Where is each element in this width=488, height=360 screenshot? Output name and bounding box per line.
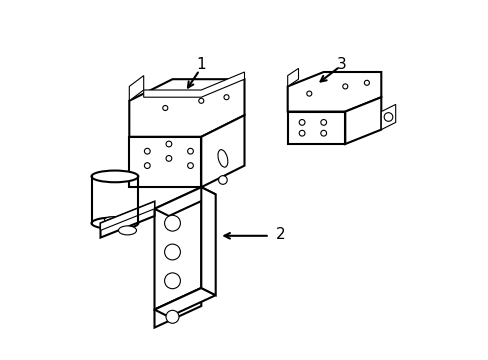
Text: 2: 2	[275, 226, 285, 242]
Polygon shape	[381, 104, 395, 130]
Circle shape	[163, 105, 167, 111]
Circle shape	[299, 130, 305, 136]
Polygon shape	[287, 68, 298, 86]
Circle shape	[299, 120, 305, 125]
Polygon shape	[129, 137, 201, 187]
Circle shape	[164, 244, 180, 260]
Circle shape	[187, 163, 193, 168]
Polygon shape	[201, 115, 244, 187]
Circle shape	[218, 176, 227, 184]
Polygon shape	[154, 187, 201, 310]
Polygon shape	[201, 187, 215, 295]
Polygon shape	[129, 79, 244, 137]
Ellipse shape	[218, 150, 227, 167]
Circle shape	[320, 130, 326, 136]
Circle shape	[342, 84, 347, 89]
Polygon shape	[101, 202, 154, 238]
Text: 1: 1	[196, 57, 205, 72]
Circle shape	[320, 120, 326, 125]
Polygon shape	[101, 202, 154, 230]
Circle shape	[199, 98, 203, 103]
Circle shape	[164, 273, 180, 289]
Circle shape	[224, 95, 228, 100]
Ellipse shape	[104, 217, 125, 222]
Polygon shape	[287, 72, 381, 112]
Circle shape	[306, 91, 311, 96]
Circle shape	[187, 148, 193, 154]
Circle shape	[384, 113, 392, 121]
Circle shape	[166, 156, 171, 161]
Text: 3: 3	[336, 57, 346, 72]
Polygon shape	[154, 288, 215, 317]
Circle shape	[144, 148, 150, 154]
Circle shape	[164, 215, 180, 231]
Polygon shape	[154, 288, 201, 328]
Ellipse shape	[91, 171, 138, 182]
Polygon shape	[129, 76, 143, 101]
Circle shape	[166, 141, 171, 147]
Polygon shape	[143, 72, 244, 97]
Ellipse shape	[118, 226, 136, 235]
Circle shape	[364, 80, 368, 85]
Circle shape	[144, 163, 150, 168]
Polygon shape	[287, 112, 345, 144]
Polygon shape	[345, 97, 381, 144]
Ellipse shape	[91, 217, 138, 229]
Polygon shape	[154, 187, 215, 216]
Circle shape	[166, 310, 179, 323]
